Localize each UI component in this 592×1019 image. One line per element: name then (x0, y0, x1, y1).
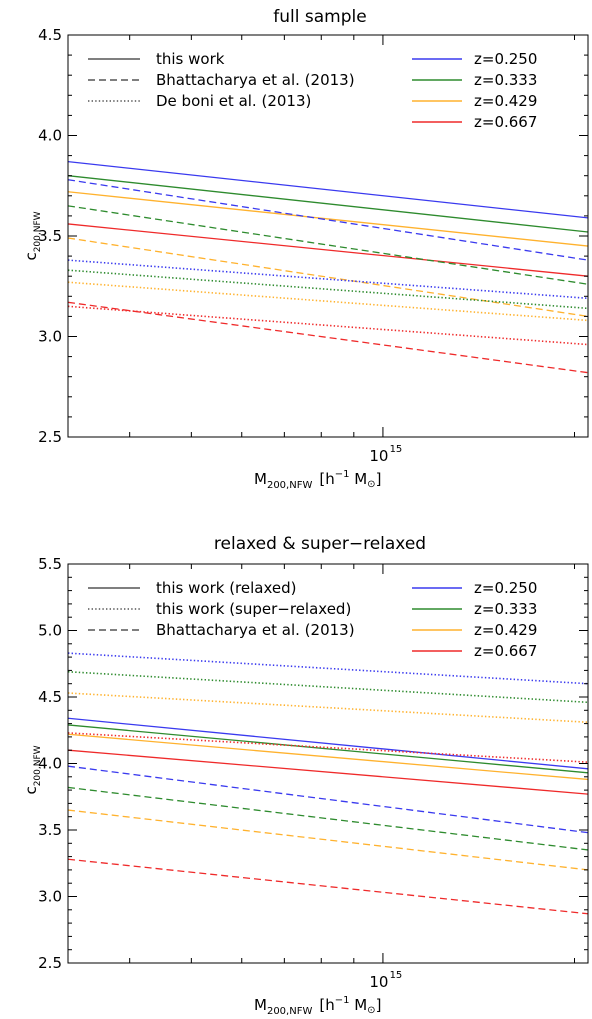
legend-color-label: z=0.429 (474, 621, 537, 639)
x-axis-label-part: 200,NFW (267, 480, 312, 491)
x-tick-label-exponent: 15 (390, 444, 403, 455)
series-line-dashed-5 (68, 179, 588, 261)
y-axis-label-part: c (22, 252, 40, 260)
series-line-solid-1 (68, 160, 588, 219)
x-axis-label-part: ] (376, 470, 382, 488)
series-line-solid-4 (68, 223, 588, 277)
y-tick-label: 2.5 (38, 428, 62, 446)
x-axis-label-part: ] (376, 996, 382, 1014)
chart-panel-2: 2.5 3.0 3.5 4.0 4.5 5.0 5.5 10 15 relaxed & super… (22, 534, 589, 1017)
legend-style-label: Bhattacharya et al. (2013) (156, 621, 355, 639)
x-axis-label-part: M (349, 996, 367, 1014)
series-line-solid-3 (68, 191, 588, 247)
y-tick-label: 3.5 (38, 821, 62, 839)
y-tick-label: 5.0 (38, 622, 62, 640)
legend-color-label: z=0.667 (474, 642, 537, 660)
x-axis-label-part: [h (319, 996, 334, 1014)
series-line-dashed-9 (68, 765, 588, 834)
y-tick-label: 3.0 (38, 888, 62, 906)
y-tick-label: 4.5 (38, 688, 62, 706)
legend-color-label: z=0.667 (474, 113, 537, 131)
legend-style-label: this work (super−relaxed) (156, 600, 351, 618)
series-line-dashed-8 (68, 301, 588, 374)
x-axis-label: M200,NFW [h−1 M⊙] (254, 995, 381, 1017)
series-lines (68, 652, 588, 915)
series-line-solid-2 (68, 724, 588, 774)
series-line-dotted-6 (68, 670, 588, 704)
legend-color-label: z=0.250 (474, 579, 537, 597)
legend-color-label: z=0.250 (474, 50, 537, 68)
y-tick-label: 3.5 (38, 227, 62, 245)
series-line-solid-2 (68, 175, 588, 233)
x-axis-label-part: M (254, 996, 267, 1014)
y-axis-label: c200,NFW (22, 211, 43, 260)
series-line-solid-4 (68, 749, 588, 795)
legend-color-label: z=0.429 (474, 92, 537, 110)
y-tick-label: 4.0 (38, 755, 62, 773)
series-line-dotted-9 (68, 259, 588, 300)
series-line-solid-1 (68, 717, 588, 770)
x-axis-label-part: −1 (335, 469, 350, 480)
y-axis-label-part: 200,NFW (33, 211, 43, 252)
series-line-dotted-10 (68, 269, 588, 310)
x-axis-label-part: −1 (335, 995, 350, 1006)
legend-style-label: De boni et al. (2013) (156, 92, 311, 110)
legend-style-label: this work (relaxed) (156, 579, 297, 597)
x-axis-label-part: [h (319, 470, 334, 488)
series-line-dotted-8 (68, 732, 588, 763)
y-tick-label: 3.0 (38, 328, 62, 346)
series-line-dashed-12 (68, 858, 588, 915)
series-lines (68, 160, 588, 374)
x-tick-label-base: 10 (369, 447, 388, 465)
y-axis-label-part: c (22, 786, 40, 794)
legend-style-label: Bhattacharya et al. (2013) (156, 71, 355, 89)
x-axis-label-part: ⊙ (367, 1005, 375, 1016)
x-axis-label-part: 200,NFW (267, 1006, 312, 1017)
x-axis-label-part: M (349, 470, 367, 488)
series-line-dashed-6 (68, 205, 588, 285)
legend-color-label: z=0.333 (474, 71, 537, 89)
chart-title: relaxed & super−relaxed (214, 534, 426, 554)
series-line-dotted-12 (68, 305, 588, 346)
chart-title: full sample (273, 7, 366, 27)
x-axis-label-part: ⊙ (367, 479, 375, 490)
y-tick-label: 4.5 (38, 26, 62, 44)
series-line-dotted-7 (68, 692, 588, 724)
y-tick-label: 4.0 (38, 127, 62, 145)
x-tick-label-exponent: 15 (390, 970, 403, 981)
y-tick-label: 5.5 (38, 555, 62, 573)
legend-style-label: this work (156, 50, 225, 68)
series-line-solid-3 (68, 733, 588, 781)
x-tick-label-base: 10 (369, 973, 388, 991)
series-line-dotted-11 (68, 281, 588, 322)
series-line-dotted-5 (68, 652, 588, 685)
y-tick-label: 2.5 (38, 954, 62, 972)
x-axis-label-part: M (254, 470, 267, 488)
x-axis-label: M200,NFW [h−1 M⊙] (254, 469, 381, 491)
y-axis-label: c200,NFW (22, 745, 43, 794)
y-axis-label-part: 200,NFW (33, 745, 43, 786)
legend-color-label: z=0.333 (474, 600, 537, 618)
